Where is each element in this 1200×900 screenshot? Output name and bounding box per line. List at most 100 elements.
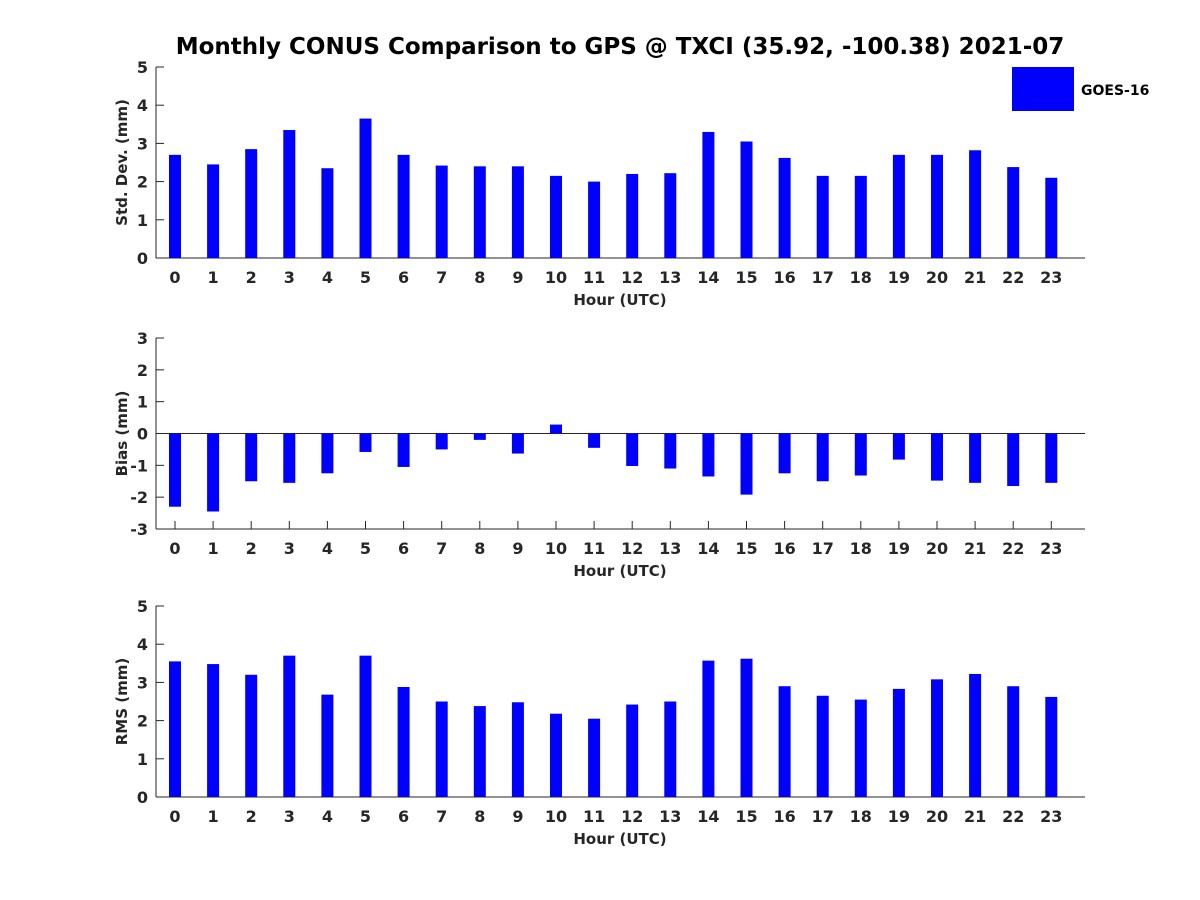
x-tick-label: 23 (1040, 807, 1062, 826)
x-tick-label: 9 (512, 539, 523, 558)
bar (550, 424, 562, 434)
bar (169, 154, 181, 258)
x-tick-label: 7 (436, 268, 447, 287)
y-tick-label: 0 (137, 249, 148, 268)
x-tick-label: 15 (735, 807, 757, 826)
x-tick-label: 18 (850, 268, 872, 287)
bar (321, 694, 334, 797)
x-tick-label: 8 (474, 807, 485, 826)
bar (283, 130, 296, 258)
x-tick-label: 17 (812, 539, 834, 558)
x-tick-label: 19 (888, 539, 910, 558)
y-tick-label: 3 (137, 134, 148, 153)
y-tick-label: -2 (130, 488, 148, 507)
bar (664, 173, 677, 258)
x-tick-label: 7 (436, 807, 447, 826)
x-tick-label: 9 (512, 268, 523, 287)
y-tick-label: 3 (137, 329, 148, 348)
bar (816, 175, 829, 258)
x-tick-label: 15 (735, 268, 757, 287)
bar (207, 664, 220, 797)
x-axis-label: Hour (UTC) (573, 830, 666, 848)
bar (931, 433, 943, 481)
y-axis-label: Std. Dev. (mm) (113, 99, 131, 226)
x-tick-label: 13 (659, 268, 681, 287)
bar (931, 154, 943, 258)
bar (169, 661, 181, 797)
y-tick-label: 4 (137, 635, 148, 654)
x-tick-label: 22 (1002, 539, 1024, 558)
x-tick-label: 22 (1002, 807, 1024, 826)
y-tick-label: 3 (137, 673, 148, 692)
x-tick-label: 21 (964, 539, 986, 558)
bar (359, 118, 372, 258)
bar (702, 131, 715, 258)
bar (588, 433, 601, 448)
bar (1045, 696, 1058, 797)
bar (664, 701, 677, 797)
x-tick-label: 6 (398, 539, 409, 558)
bar (397, 433, 410, 467)
y-tick-label: 5 (137, 58, 148, 77)
x-tick-label: 3 (284, 268, 295, 287)
bar (702, 433, 715, 477)
bar (854, 433, 867, 476)
x-tick-label: 0 (169, 807, 180, 826)
y-tick-label: 4 (137, 96, 148, 115)
bar (740, 141, 753, 258)
x-tick-label: 12 (621, 268, 643, 287)
bar (778, 686, 791, 797)
bar (588, 181, 601, 258)
bar (854, 699, 867, 797)
bar (1007, 686, 1020, 797)
bar (511, 433, 524, 454)
x-tick-label: 19 (888, 268, 910, 287)
bar (169, 433, 181, 507)
x-tick-label: 19 (888, 807, 910, 826)
y-tick-label: 0 (137, 425, 148, 444)
x-tick-label: 8 (474, 268, 485, 287)
x-tick-label: 18 (850, 807, 872, 826)
y-axis-label: RMS (mm) (113, 658, 131, 745)
bar (931, 679, 943, 797)
bar (283, 655, 296, 797)
bar (969, 673, 982, 797)
x-axis-label: Hour (UTC) (573, 562, 666, 580)
chart-title: Monthly CONUS Comparison to GPS @ TXCI (… (176, 34, 1065, 60)
bar (740, 658, 753, 797)
x-tick-label: 23 (1040, 539, 1062, 558)
y-tick-label: 2 (137, 173, 148, 192)
x-tick-label: 1 (208, 807, 219, 826)
bar (816, 695, 829, 797)
bar (435, 165, 448, 258)
bar (969, 433, 982, 483)
x-tick-label: 18 (850, 539, 872, 558)
x-tick-label: 6 (398, 268, 409, 287)
x-tick-label: 22 (1002, 268, 1024, 287)
y-tick-label: 1 (137, 211, 148, 230)
x-tick-label: 2 (246, 539, 257, 558)
x-tick-label: 1 (208, 268, 219, 287)
y-axis-label: Bias (mm) (113, 391, 131, 477)
bar (740, 433, 753, 495)
bar (664, 433, 677, 469)
bar (892, 154, 905, 258)
x-tick-label: 12 (621, 807, 643, 826)
x-tick-label: 13 (659, 807, 681, 826)
bar (1045, 177, 1058, 258)
x-tick-label: 17 (812, 807, 834, 826)
bar (321, 433, 334, 474)
x-tick-label: 10 (545, 539, 567, 558)
bar (473, 166, 486, 258)
bar (245, 674, 258, 797)
x-tick-label: 16 (773, 807, 795, 826)
x-tick-label: 2 (246, 807, 257, 826)
x-tick-label: 15 (735, 539, 757, 558)
bar (854, 175, 867, 258)
x-tick-label: 20 (926, 539, 948, 558)
x-tick-label: 5 (360, 268, 371, 287)
x-tick-label: 3 (284, 539, 295, 558)
